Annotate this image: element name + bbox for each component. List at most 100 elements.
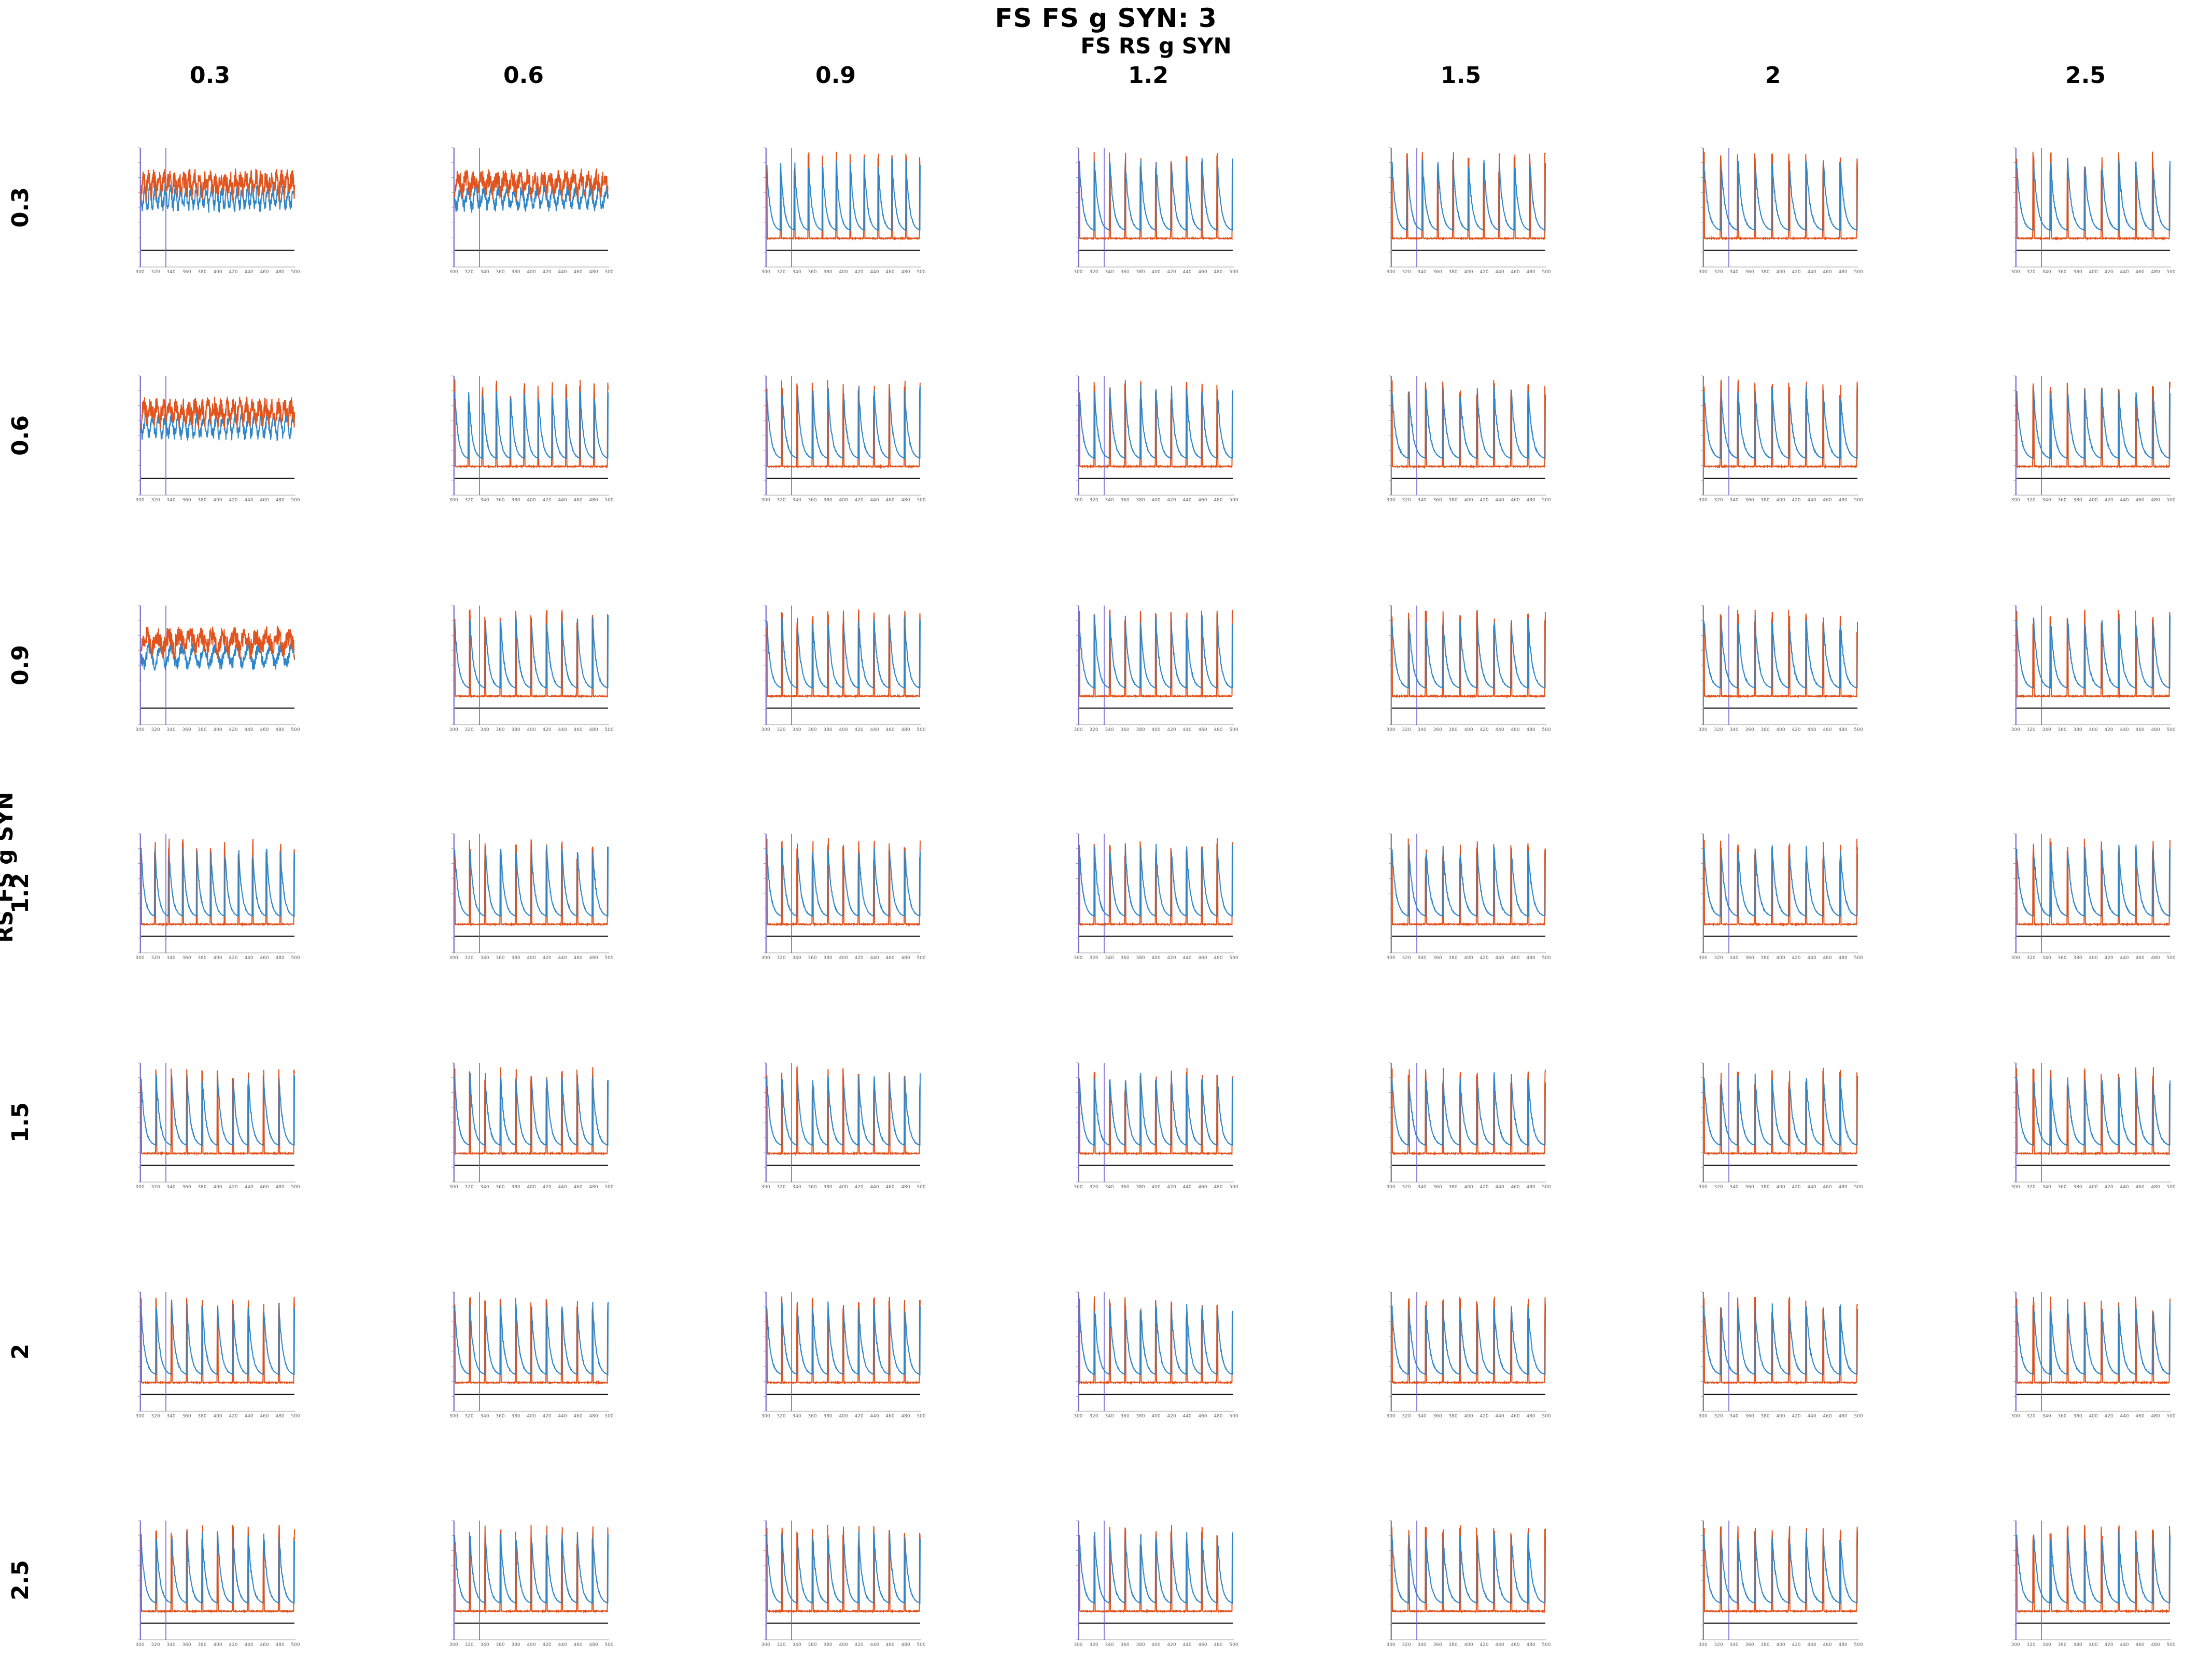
x-tick-label: 400 — [1151, 727, 1160, 733]
rs-trace — [454, 1531, 609, 1605]
column-header-2: 2 — [1765, 62, 1781, 89]
x-tick-label: 400 — [213, 955, 222, 961]
x-tick-label: 300 — [449, 1642, 458, 1648]
rs-trace — [140, 1075, 295, 1147]
rs-trace — [454, 844, 609, 918]
x-tick-label: 380 — [511, 1185, 520, 1190]
x-tick-label: 500 — [917, 498, 925, 503]
x-tick-label: 420 — [542, 498, 551, 503]
x-tick-label: 300 — [2011, 1414, 2020, 1419]
fs-trace — [1391, 838, 1546, 927]
x-tick-label: 320 — [151, 1414, 160, 1419]
x-tick-label: 480 — [901, 727, 910, 733]
fs-trace — [1079, 1525, 1233, 1614]
x-tick-label: 480 — [2151, 1414, 2160, 1419]
x-tick-label: 500 — [1854, 955, 1863, 961]
x-tick-label: 440 — [244, 727, 253, 733]
x-tick-label: 440 — [2120, 1642, 2129, 1648]
x-tick-label: 380 — [2073, 1642, 2082, 1648]
x-tick-label: 480 — [589, 270, 598, 275]
x-tick-label: 360 — [496, 1185, 504, 1190]
panel-r0.3-c2.5: 300 320 340 360 380 400 420 440 460 480 500 — [2011, 147, 2176, 275]
x-tick-label: 460 — [1511, 955, 1519, 961]
x-tick-label: 360 — [2058, 727, 2066, 733]
x-tick-label: 300 — [1698, 1414, 1707, 1419]
x-tick-label: 300 — [2011, 955, 2020, 961]
fs-trace — [454, 839, 609, 927]
x-tick-label: 500 — [2166, 1185, 2175, 1190]
x-tick-label: 300 — [761, 727, 770, 733]
x-tick-label: 460 — [2135, 1185, 2144, 1190]
x-tick-label: 340 — [2042, 498, 2051, 503]
x-tick-label: 460 — [1198, 1414, 1207, 1419]
x-tick-label: 440 — [870, 1185, 879, 1190]
x-tick-label: 320 — [1402, 270, 1411, 275]
x-tick-label: 400 — [839, 270, 848, 275]
x-tick-label: 360 — [1745, 1642, 1754, 1648]
column-header-1-2: 1.2 — [1128, 62, 1168, 89]
x-tick-label: 340 — [166, 1642, 175, 1648]
x-tick-label: 300 — [2011, 498, 2020, 503]
x-tick-label: 360 — [2058, 1414, 2066, 1419]
x-tick-label: 420 — [1792, 1185, 1800, 1190]
fs-trace — [1703, 610, 1858, 699]
x-tick-label: 360 — [1745, 955, 1754, 961]
x-tick-label: 360 — [1745, 270, 1754, 275]
x-tick-label: 400 — [2089, 1414, 2097, 1419]
x-tick-label: 320 — [1089, 727, 1098, 733]
x-tick-label: 320 — [1402, 727, 1411, 733]
x-tick-label: 440 — [1182, 498, 1191, 503]
fs-trace — [1703, 838, 1858, 927]
x-tick-label: 460 — [885, 1414, 894, 1419]
x-tick-label: 480 — [1526, 1185, 1535, 1190]
x-tick-label: 480 — [901, 955, 910, 961]
x-tick-label: 380 — [1760, 1414, 1769, 1419]
fs-trace — [2016, 382, 2171, 469]
x-tick-label: 460 — [885, 727, 894, 733]
x-tick-label: 500 — [1854, 1642, 1863, 1648]
x-tick-label: 460 — [2135, 727, 2144, 733]
x-tick-label: 460 — [260, 1185, 269, 1190]
x-tick-label: 360 — [2058, 498, 2066, 503]
x-tick-label: 420 — [1167, 1414, 1176, 1419]
fs-trace — [1391, 380, 1546, 469]
x-tick-label: 460 — [260, 498, 269, 503]
x-tick-label: 320 — [2026, 955, 2035, 961]
x-tick-label: 320 — [464, 1414, 473, 1419]
x-tick-label: 480 — [589, 498, 598, 503]
x-tick-label: 360 — [1120, 955, 1129, 961]
x-tick-label: 460 — [260, 1642, 269, 1648]
panel-r0.6-c0.9: 300 320 340 360 380 400 420 440 460 480 500 — [761, 375, 926, 503]
fs-trace — [1703, 378, 1858, 469]
x-tick-label: 300 — [1386, 498, 1395, 503]
x-tick-label: 380 — [1760, 1185, 1769, 1190]
x-tick-label: 400 — [1464, 727, 1473, 733]
x-tick-label: 480 — [1214, 1642, 1222, 1648]
x-tick-label: 440 — [2120, 955, 2129, 961]
x-tick-label: 500 — [604, 955, 613, 961]
panel-r2.5-c1.2: 300 320 340 360 380 400 420 440 460 480 500 — [1074, 1520, 1238, 1648]
x-tick-label: 320 — [777, 955, 785, 961]
x-tick-label: 380 — [1448, 270, 1457, 275]
x-tick-label: 460 — [260, 270, 269, 275]
x-tick-label: 300 — [761, 1185, 770, 1190]
x-tick-label: 480 — [275, 955, 284, 961]
x-tick-label: 360 — [182, 270, 191, 275]
x-tick-label: 380 — [511, 498, 520, 503]
x-tick-label: 460 — [885, 955, 894, 961]
x-tick-label: 460 — [1511, 727, 1519, 733]
x-tick-label: 300 — [449, 498, 458, 503]
x-tick-label: 480 — [2151, 498, 2160, 503]
x-tick-label: 300 — [1386, 1414, 1395, 1419]
x-tick-label: 300 — [135, 498, 144, 503]
x-tick-label: 380 — [198, 498, 206, 503]
x-tick-label: 440 — [244, 1642, 253, 1648]
x-tick-label: 480 — [275, 1414, 284, 1419]
rs-trace — [1079, 1073, 1233, 1146]
x-tick-label: 480 — [1526, 1642, 1535, 1648]
x-tick-label: 300 — [1698, 1185, 1707, 1190]
panel-r2-c1.2: 300 320 340 360 380 400 420 440 460 480 500 — [1074, 1291, 1238, 1419]
x-tick-label: 400 — [213, 498, 222, 503]
x-tick-label: 440 — [558, 270, 567, 275]
column-header-0-6: 0.6 — [503, 62, 544, 89]
